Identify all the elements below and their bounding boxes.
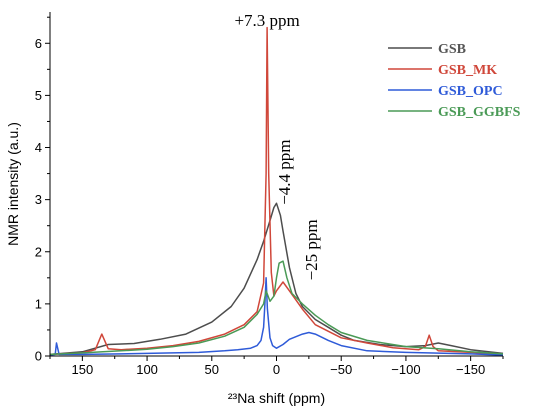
x-tick-label: −100 — [391, 362, 420, 377]
series-line-gsb-opc — [49, 277, 504, 356]
legend-label: GSB — [438, 42, 466, 57]
x-tick-label: −150 — [456, 362, 485, 377]
y-tick-label: 1 — [35, 296, 42, 311]
series-layer — [49, 26, 504, 356]
series-line-gsb-ggbfs — [49, 260, 504, 356]
axes-layer: 150 100 50 0 −50 −100 −150 0 1 2 3 4 5 6 — [35, 12, 504, 377]
legend: GSB GSB_MK GSB_OPC GSB_GGBFS — [388, 42, 521, 120]
x-tick-label: −50 — [330, 362, 352, 377]
legend-label: GSB_OPC — [438, 84, 503, 99]
peak-annotation: +7.3 ppm — [234, 11, 299, 30]
y-tick-label: 0 — [35, 349, 42, 364]
x-tick-label: 100 — [136, 362, 158, 377]
legend-label: GSB_MK — [438, 63, 497, 78]
annotation-layer: +7.3 ppm −4.4 ppm −25 ppm — [234, 11, 320, 281]
y-tick-label: 5 — [35, 88, 42, 103]
legend-label: GSB_GGBFS — [438, 105, 521, 120]
y-tick-label: 2 — [35, 244, 42, 259]
peak-annotation: −4.4 ppm — [275, 139, 294, 204]
x-axis-title: ²³Na shift (ppm) — [228, 390, 325, 406]
y-tick-label: 3 — [35, 192, 42, 207]
y-tick-label: 4 — [35, 140, 42, 155]
y-axis-title: NMR intensity (a.u.) — [5, 122, 21, 246]
x-tick-label: 0 — [273, 362, 280, 377]
x-tick-label: 50 — [205, 362, 219, 377]
y-tick-label: 6 — [35, 36, 42, 51]
x-tick-label: 150 — [72, 362, 94, 377]
peak-annotation: −25 ppm — [302, 219, 321, 280]
